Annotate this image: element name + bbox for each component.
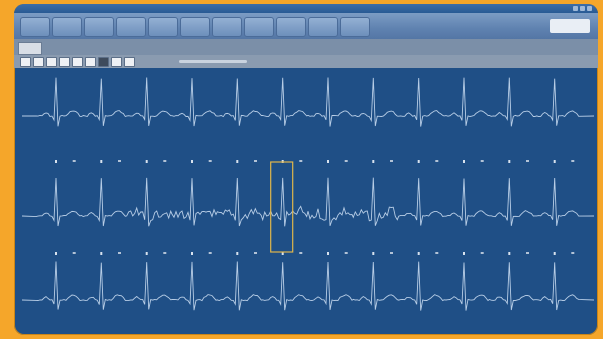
toolbar-button-8[interactable] xyxy=(244,17,274,37)
beat-marker[interactable] xyxy=(100,160,103,163)
beat-marker[interactable] xyxy=(281,252,284,255)
interval-marker xyxy=(571,160,575,162)
beat-marker[interactable] xyxy=(100,252,103,255)
ecg-trace-lead-2 xyxy=(21,177,595,227)
toolbar-button-3[interactable] xyxy=(84,17,114,37)
interval-marker xyxy=(526,252,529,254)
beat-marker[interactable] xyxy=(145,252,148,255)
ecg-strip[interactable] xyxy=(14,68,598,335)
beat-marker[interactable] xyxy=(463,252,465,255)
interval-marker xyxy=(390,252,393,254)
toolbar-button-9[interactable] xyxy=(276,17,306,37)
interval-marker xyxy=(118,252,121,254)
interval-marker xyxy=(118,160,121,162)
maximize-button[interactable] xyxy=(580,6,585,11)
interval-marker xyxy=(299,252,303,254)
ecg-trace-lead-3 xyxy=(21,261,595,311)
minimize-button[interactable] xyxy=(573,6,578,11)
interval-marker xyxy=(571,252,575,254)
interval-marker xyxy=(299,160,303,162)
interval-marker xyxy=(208,252,212,254)
toolbar-button-1[interactable] xyxy=(20,17,50,37)
toolbar-button-2[interactable] xyxy=(52,17,82,37)
interval-marker xyxy=(254,160,257,162)
zoom-in-button[interactable] xyxy=(111,57,122,67)
beat-marker[interactable] xyxy=(553,252,556,255)
toolbar-button-7[interactable] xyxy=(212,17,242,37)
beat-marker[interactable] xyxy=(191,252,193,255)
beat-marker[interactable] xyxy=(417,160,420,163)
beat-marker[interactable] xyxy=(327,252,329,255)
last-page-button[interactable] xyxy=(72,57,83,67)
interval-marker xyxy=(480,252,484,254)
brand-logo xyxy=(550,19,590,33)
next-page-button[interactable] xyxy=(59,57,70,67)
interval-marker xyxy=(480,160,484,162)
first-page-button[interactable] xyxy=(20,57,31,67)
beat-marker[interactable] xyxy=(417,252,420,255)
toolbar-button-6[interactable] xyxy=(180,17,210,37)
beat-marker[interactable] xyxy=(145,160,148,163)
interval-marker xyxy=(344,252,348,254)
toolbar-button-11[interactable] xyxy=(340,17,370,37)
interval-marker xyxy=(344,160,348,162)
interval-marker xyxy=(72,160,76,162)
timeline-slider[interactable] xyxy=(179,60,247,63)
selected-beat-marker[interactable] xyxy=(270,161,294,253)
toolbar-button-5[interactable] xyxy=(148,17,178,37)
beat-marker[interactable] xyxy=(236,252,239,255)
interval-marker xyxy=(208,160,212,162)
prev-page-button[interactable] xyxy=(33,57,44,67)
playback-controls xyxy=(14,55,598,68)
beat-marker[interactable] xyxy=(372,160,375,163)
interval-marker xyxy=(72,252,76,254)
interval-marker xyxy=(526,160,529,162)
beat-marker[interactable] xyxy=(508,252,511,255)
toolbar-button-10[interactable] xyxy=(308,17,338,37)
close-button[interactable] xyxy=(587,6,592,11)
zoom-out-button[interactable] xyxy=(85,57,96,67)
beat-marker[interactable] xyxy=(327,160,329,163)
app-window xyxy=(14,4,598,335)
interval-marker xyxy=(435,160,439,162)
beat-marker[interactable] xyxy=(463,160,465,163)
tab-ecg[interactable] xyxy=(18,42,42,55)
record-button[interactable] xyxy=(98,57,109,67)
interval-marker xyxy=(163,252,167,254)
beat-marker[interactable] xyxy=(508,160,511,163)
interval-marker xyxy=(254,252,257,254)
beat-marker[interactable] xyxy=(236,160,239,163)
settings-button[interactable] xyxy=(124,57,135,67)
toolbar-button-4[interactable] xyxy=(116,17,146,37)
beat-marker[interactable] xyxy=(55,160,57,163)
beat-marker[interactable] xyxy=(191,160,193,163)
interval-marker xyxy=(435,252,439,254)
tab-bar xyxy=(14,39,598,56)
interval-marker xyxy=(163,160,167,162)
interval-marker xyxy=(390,160,393,162)
beat-marker[interactable] xyxy=(55,252,57,255)
ecg-trace-lead-1 xyxy=(22,77,595,127)
beat-marker[interactable] xyxy=(372,252,375,255)
toolbar xyxy=(14,13,598,39)
play-button[interactable] xyxy=(46,57,57,67)
beat-marker[interactable] xyxy=(553,160,556,163)
title-bar xyxy=(14,4,598,13)
